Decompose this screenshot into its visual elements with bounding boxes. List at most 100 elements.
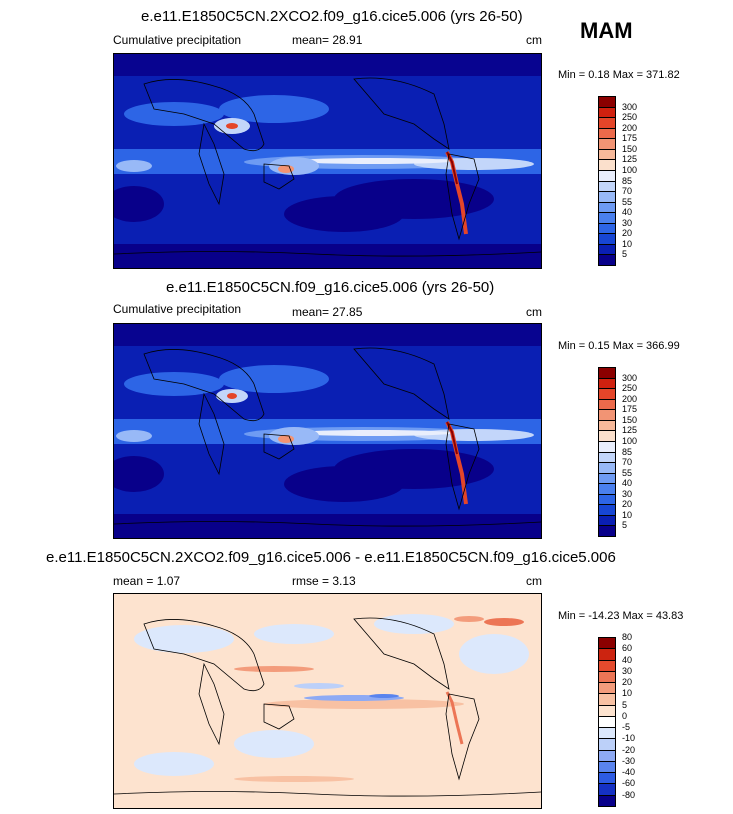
colorbar-label: 60: [622, 643, 633, 654]
colorbar-swatch: [598, 367, 616, 379]
colorbar-swatch: [598, 637, 616, 650]
panel-2-colorbar-labels: 5 10 20 30 40 55 70 85 100 125 150 175 200 250 300: [622, 367, 662, 536]
colorbar-label: 175: [622, 133, 638, 144]
colorbar-label: 20: [622, 499, 633, 510]
season-label: MAM: [580, 18, 633, 43]
panel-3-mean-label: mean = 1.07: [113, 574, 181, 588]
colorbar-swatch: [598, 693, 616, 706]
panel-3-rmse-label: rmse = 3.13: [292, 574, 356, 588]
colorbar-swatch: [598, 704, 616, 717]
colorbar-swatch: [598, 409, 616, 421]
colorbar-swatch: [598, 148, 616, 161]
colorbar-swatch: [598, 514, 616, 527]
colorbar-swatch: [598, 749, 616, 762]
colorbar-swatch: [598, 430, 616, 442]
colorbar-swatch: [598, 212, 616, 224]
panel-2-title: e.e11.E1850C5CN.f09_g16.cice5.006 (yrs 2…: [166, 279, 495, 296]
panel-1-mean-label: mean= 28.91: [292, 33, 363, 47]
colorbar-label: 30: [622, 488, 633, 499]
colorbar-label: -40: [622, 767, 636, 778]
colorbar-label: 300: [622, 372, 638, 383]
colorbar-swatch: [598, 138, 616, 150]
panel-2-map: [113, 323, 542, 539]
colorbar-label: 20: [622, 228, 633, 239]
colorbar-swatch: [598, 525, 616, 537]
colorbar-swatch: [598, 772, 616, 785]
colorbar-swatch: [598, 727, 616, 740]
panel-1-colorbar-labels: 5 10 20 30 40 55 70 85 100 125 150 175 200 250 300: [622, 96, 662, 265]
colorbar-label: 85: [622, 175, 633, 186]
colorbar-swatch: [598, 462, 616, 474]
colorbar-label: -60: [622, 778, 636, 789]
colorbar-label: 80: [622, 632, 633, 642]
colorbar-label: 30: [622, 665, 633, 676]
colorbar-swatch: [598, 159, 616, 171]
panel-3-title: e.e11.E1850C5CN.2XCO2.f09_g16.cice5.006 …: [46, 549, 616, 566]
colorbar-swatch: [598, 794, 616, 807]
colorbar-swatch: [598, 472, 616, 485]
colorbar-swatch: [598, 117, 616, 129]
colorbar-label: 150: [622, 143, 638, 154]
colorbar-label: 175: [622, 404, 638, 415]
panel-1-map-svg: [114, 54, 541, 268]
panel-2-mean-label: mean= 27.85: [292, 305, 363, 319]
colorbar-label: 30: [622, 217, 633, 228]
colorbar-swatch: [598, 388, 616, 400]
colorbar-swatch: [598, 738, 616, 751]
colorbar-swatch: [598, 96, 616, 108]
colorbar-swatch: [598, 670, 616, 684]
panel-3-map: [113, 593, 542, 809]
colorbar-swatch: [598, 682, 616, 695]
colorbar-swatch: [598, 191, 616, 203]
colorbar-label: 55: [622, 467, 633, 478]
colorbar-label: -30: [622, 755, 636, 766]
colorbar-label: 10: [622, 238, 633, 249]
colorbar-label: 70: [622, 457, 633, 468]
colorbar-label: 0: [622, 710, 628, 721]
colorbar-label: -5: [622, 722, 631, 733]
colorbar-label: 200: [622, 122, 638, 133]
colorbar-swatch: [598, 504, 616, 516]
panel-1-units: cm: [526, 33, 542, 47]
colorbar-swatch: [598, 222, 616, 235]
colorbar-swatch: [598, 243, 616, 256]
colorbar-swatch: [598, 493, 616, 506]
colorbar-label: -10: [622, 733, 636, 744]
colorbar-label: -20: [622, 744, 636, 755]
colorbar-label: 55: [622, 196, 633, 207]
colorbar-label: 125: [622, 154, 638, 165]
colorbar-label: 40: [622, 478, 633, 489]
colorbar-swatch: [598, 127, 616, 140]
colorbar-label: 125: [622, 425, 638, 436]
colorbar-swatch: [598, 254, 616, 266]
colorbar-swatch: [598, 233, 616, 245]
panel-1-colorbar: [598, 96, 616, 266]
colorbar-label: 200: [622, 393, 638, 404]
colorbar-label: 100: [622, 435, 638, 446]
colorbar-label: 250: [622, 112, 638, 123]
colorbar-swatch: [598, 483, 616, 495]
panel-2-units: cm: [526, 305, 542, 319]
colorbar-label: 85: [622, 446, 633, 457]
colorbar-label: 5: [622, 249, 628, 260]
colorbar-swatch: [598, 106, 616, 119]
colorbar-swatch: [598, 440, 616, 453]
colorbar-swatch: [598, 180, 616, 193]
panel-3-colorbar: [598, 637, 616, 807]
colorbar-label: 20: [622, 677, 633, 688]
colorbar-swatch: [598, 715, 616, 729]
colorbar-swatch: [598, 201, 616, 214]
colorbar-label: 5: [622, 699, 628, 710]
panel-2-map-svg: [114, 324, 541, 538]
colorbar-swatch: [598, 648, 616, 661]
panel-2-min-max: Min = 0.15 Max = 366.99: [558, 340, 680, 352]
colorbar-label: 10: [622, 509, 633, 520]
panel-2-variable-label: Cumulative precipitation: [113, 302, 242, 316]
colorbar-label: 100: [622, 164, 638, 175]
panel-1-variable-label: Cumulative precipitation: [113, 33, 242, 47]
colorbar-swatch: [598, 783, 616, 796]
colorbar-swatch: [598, 659, 616, 672]
colorbar-label: 10: [622, 688, 633, 699]
colorbar-label: 250: [622, 383, 638, 394]
colorbar-swatch: [598, 377, 616, 390]
